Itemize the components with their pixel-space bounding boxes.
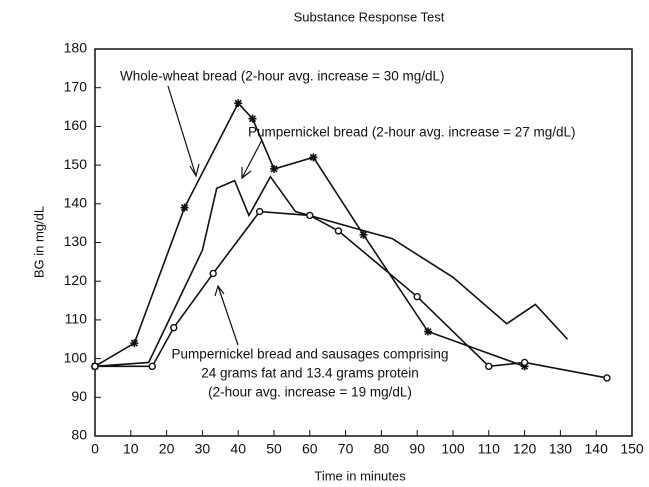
- x-tick-label: 60: [302, 441, 318, 457]
- marker: [255, 207, 264, 216]
- x-tick-label: 120: [513, 441, 537, 457]
- arrow: [217, 285, 239, 346]
- annotation: Pumpernickel bread (2-hour avg. increase…: [248, 125, 576, 140]
- x-tick-label: 90: [409, 441, 425, 457]
- x-tick-label: 40: [230, 441, 246, 457]
- x-tick-label: 150: [620, 441, 644, 457]
- x-tick-label: 70: [338, 441, 354, 457]
- y-tick-label: 90: [71, 388, 87, 404]
- x-tick-label: 130: [549, 441, 573, 457]
- y-tick-label: 180: [64, 40, 88, 56]
- x-axis-label: Time in minutes: [314, 468, 406, 483]
- annotation: Pumpernickel bread and sausages comprisi…: [172, 347, 449, 362]
- x-tick-label: 140: [585, 441, 609, 457]
- marker: [148, 362, 156, 371]
- marker: [248, 114, 257, 123]
- marker: [309, 153, 318, 162]
- annotation: 24 grams fat and 13.4 grams protein: [201, 366, 419, 381]
- marker: [423, 327, 432, 336]
- y-tick-label: 150: [64, 156, 88, 172]
- y-tick-label: 160: [64, 117, 88, 133]
- marker: [520, 358, 529, 367]
- x-tick-label: 80: [374, 441, 390, 457]
- annotation: (2-hour avg. increase = 19 mg/dL): [208, 385, 412, 400]
- y-tick-label: 140: [64, 195, 88, 211]
- marker: [520, 362, 529, 371]
- arrow-head: [189, 163, 200, 178]
- marker: [603, 374, 611, 382]
- annotation: Whole-wheat bread (2-hour avg. increase …: [120, 69, 445, 84]
- marker: [413, 292, 421, 301]
- marker: [306, 211, 314, 220]
- y-tick-label: 130: [64, 233, 88, 249]
- x-tick-label: 0: [91, 441, 99, 457]
- arrow: [167, 85, 197, 177]
- x-tick-label: 110: [478, 441, 501, 457]
- y-axis-label: BG in mg/dL: [31, 206, 46, 278]
- arrows: [167, 85, 263, 346]
- y-tick-label: 170: [64, 78, 88, 94]
- marker: [91, 362, 99, 371]
- x-tick-label: 50: [266, 441, 282, 457]
- chart-title: Substance Response Test: [294, 9, 445, 24]
- x-tick-label: 30: [195, 441, 211, 457]
- marker: [234, 99, 243, 108]
- marker: [209, 269, 217, 278]
- marker: [334, 227, 343, 235]
- y-tick-label: 100: [64, 349, 88, 365]
- series-line: [94, 101, 525, 368]
- marker: [359, 230, 368, 239]
- x-tick-label: 10: [123, 441, 139, 457]
- arrow: [241, 139, 263, 179]
- arrow-head: [214, 284, 225, 297]
- y-tick-label: 80: [71, 427, 87, 443]
- y-tick-label: 120: [64, 272, 88, 288]
- marker: [485, 362, 493, 371]
- y-tick-label: 110: [65, 311, 88, 327]
- series-line: [94, 175, 569, 368]
- arrow-head: [241, 167, 252, 180]
- marker: [170, 323, 178, 332]
- marker: [130, 339, 139, 348]
- x-tick-label: 100: [441, 441, 465, 457]
- x-tick-label: 20: [159, 441, 175, 457]
- marker: [180, 203, 189, 212]
- marker: [270, 164, 278, 173]
